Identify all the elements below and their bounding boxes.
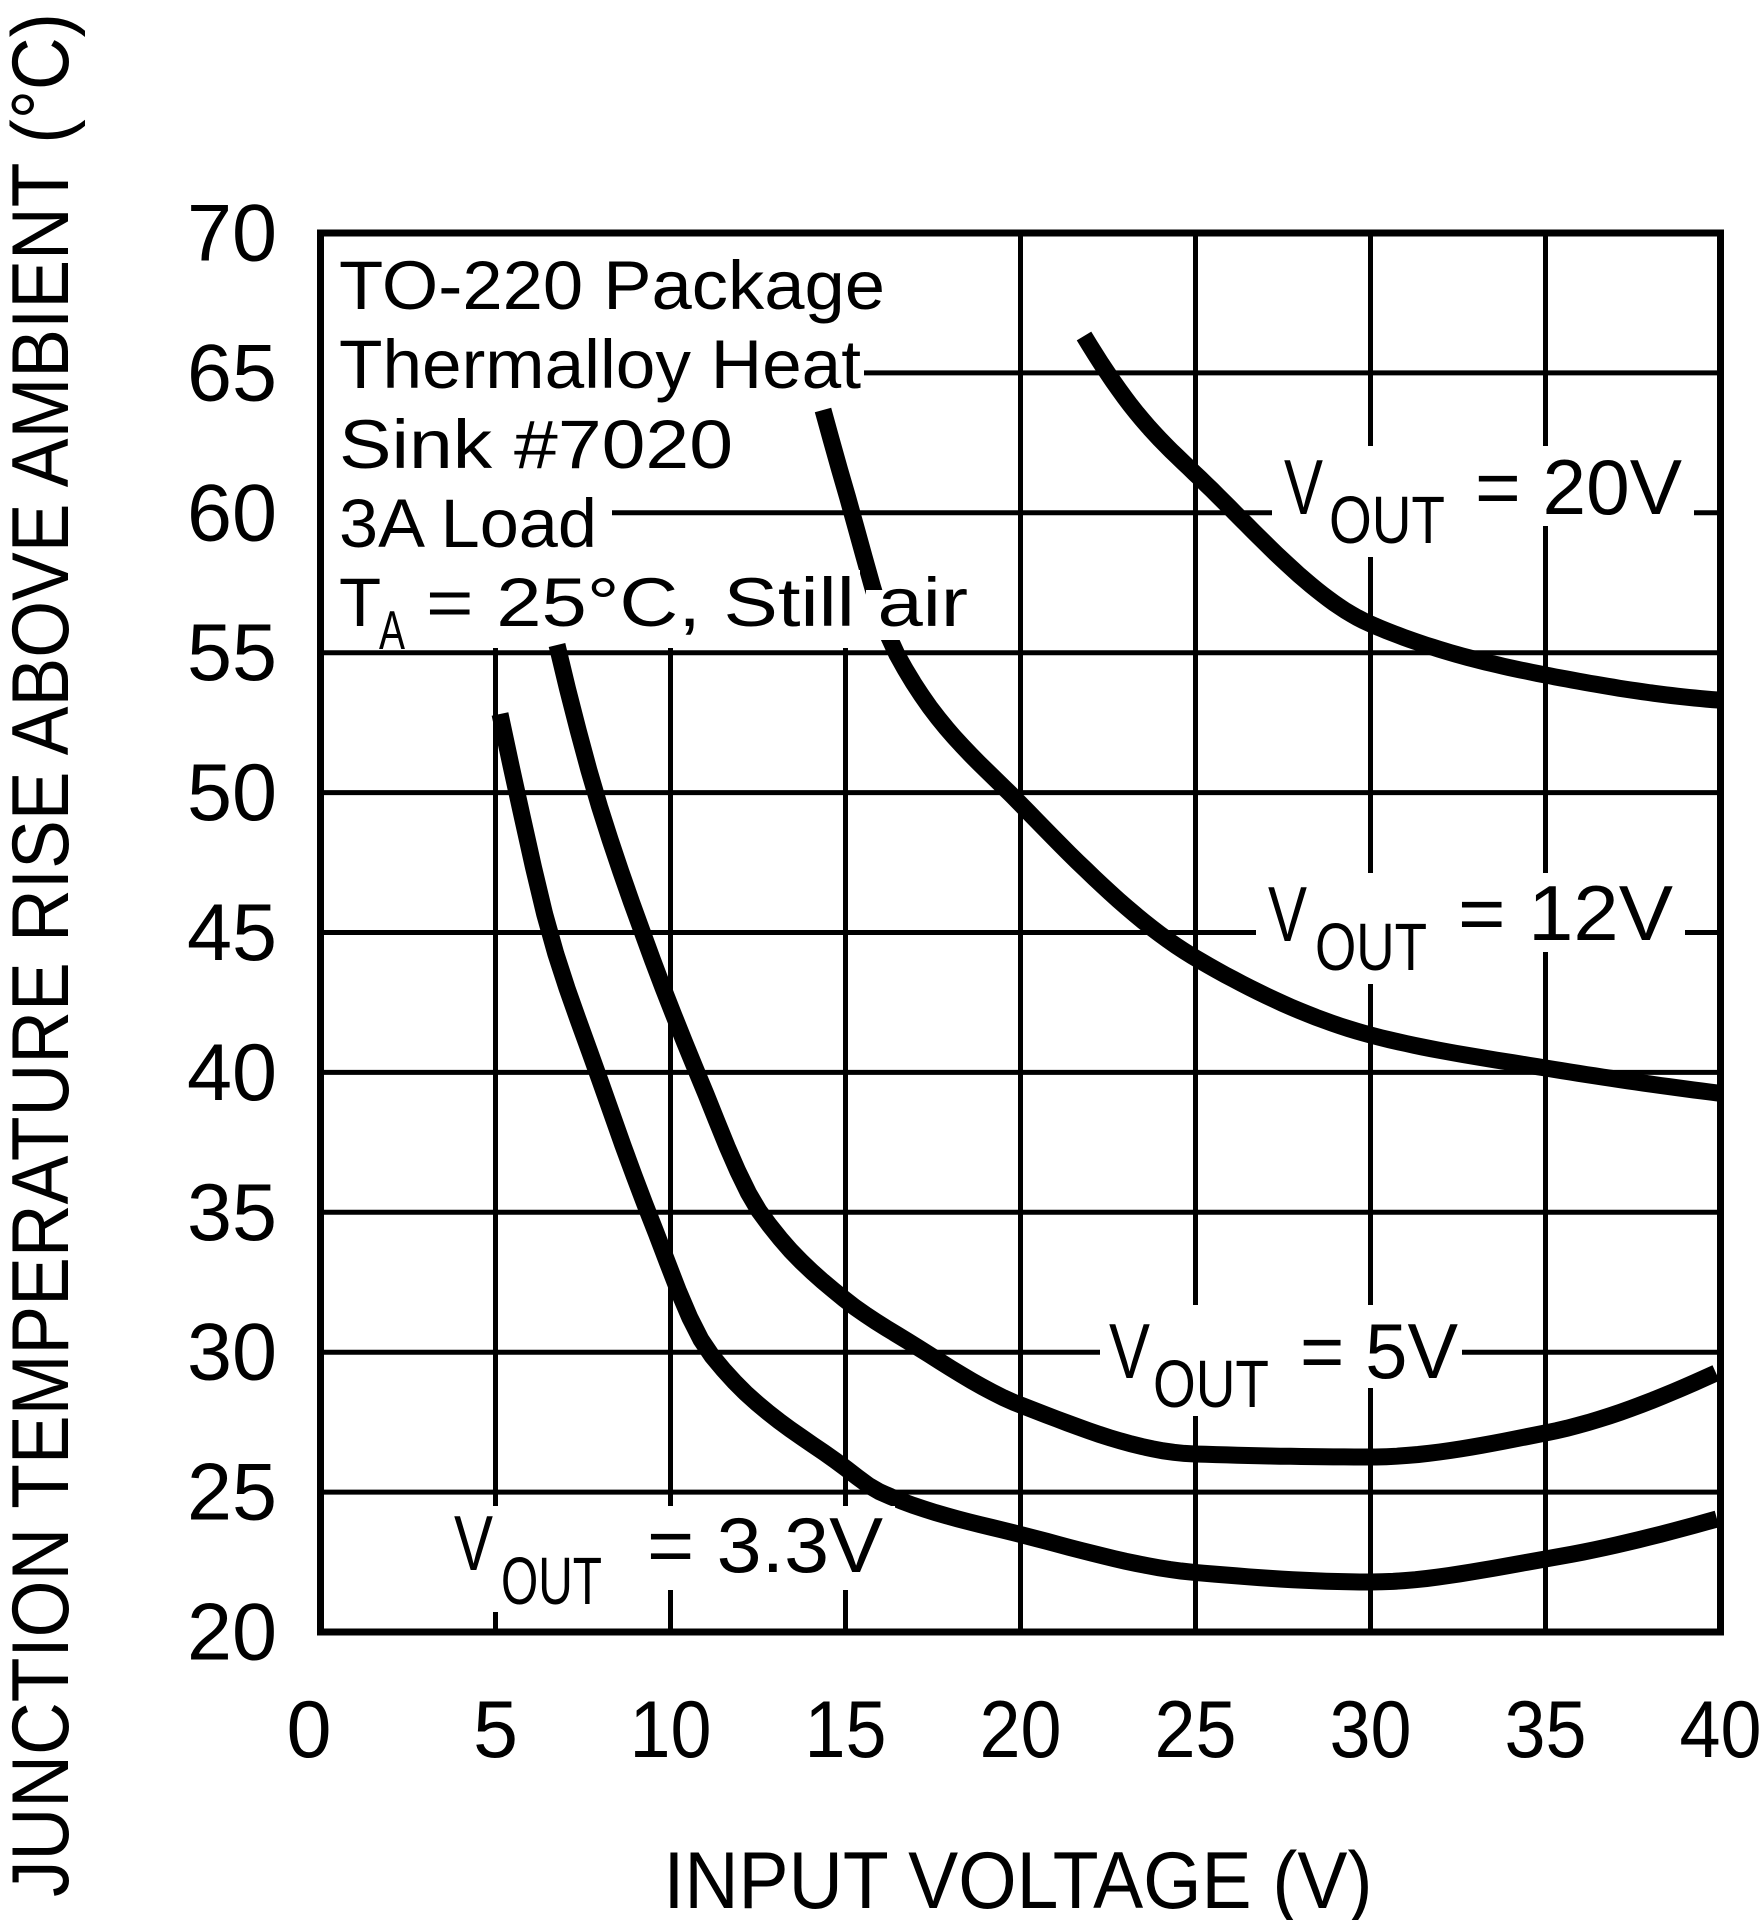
svg-text:60: 60 [187,468,277,558]
svg-text:V: V [1284,443,1323,531]
svg-text:0: 0 [286,1685,331,1775]
svg-text:V: V [454,1499,493,1587]
svg-text:OUT: OUT [501,1544,602,1619]
svg-text:25: 25 [1155,1685,1237,1775]
svg-text:55: 55 [187,608,277,698]
svg-text:30: 30 [1330,1685,1412,1775]
svg-text:5: 5 [473,1685,518,1775]
svg-text:T: T [339,564,381,641]
svg-text:V: V [1109,1307,1150,1395]
svg-text:30: 30 [187,1308,277,1398]
svg-text:50: 50 [187,748,277,838]
svg-text:20: 20 [980,1685,1062,1775]
svg-text:35: 35 [1505,1685,1587,1775]
svg-text:35: 35 [187,1168,277,1258]
svg-text:40: 40 [187,1028,277,1118]
svg-text:65: 65 [187,328,277,418]
svg-text:Thermalloy Heat: Thermalloy Heat [339,326,861,403]
svg-text:A: A [379,599,405,661]
svg-text:3A Load: 3A Load [339,485,597,562]
svg-text:15: 15 [805,1685,887,1775]
svg-text:OUT: OUT [1315,910,1427,985]
svg-text:= 25°C, Still air: = 25°C, Still air [426,564,968,641]
svg-text:= 3.3V: = 3.3V [647,1501,883,1589]
svg-text:40: 40 [1680,1685,1762,1775]
svg-text:= 5V: = 5V [1300,1307,1458,1395]
svg-text:INPUT VOLTAGE (V): INPUT VOLTAGE (V) [664,1836,1373,1920]
svg-text:TO-220 Package: TO-220 Package [339,247,885,324]
svg-text:V: V [1268,870,1307,958]
svg-text:= 12V: = 12V [1458,869,1673,957]
svg-text:OUT: OUT [1329,483,1445,558]
svg-text:10: 10 [630,1685,712,1775]
svg-text:20: 20 [187,1588,277,1678]
svg-text:= 20V: = 20V [1475,443,1682,531]
svg-text:JUNCTION TEMPERATURE RISE ABOV: JUNCTION TEMPERATURE RISE ABOVE AMBIENT … [0,13,86,1897]
svg-text:Sink #7020: Sink #7020 [339,406,733,483]
svg-text:25: 25 [187,1448,277,1538]
svg-text:45: 45 [187,888,277,978]
svg-text:OUT: OUT [1153,1347,1269,1422]
svg-text:70: 70 [187,189,277,279]
